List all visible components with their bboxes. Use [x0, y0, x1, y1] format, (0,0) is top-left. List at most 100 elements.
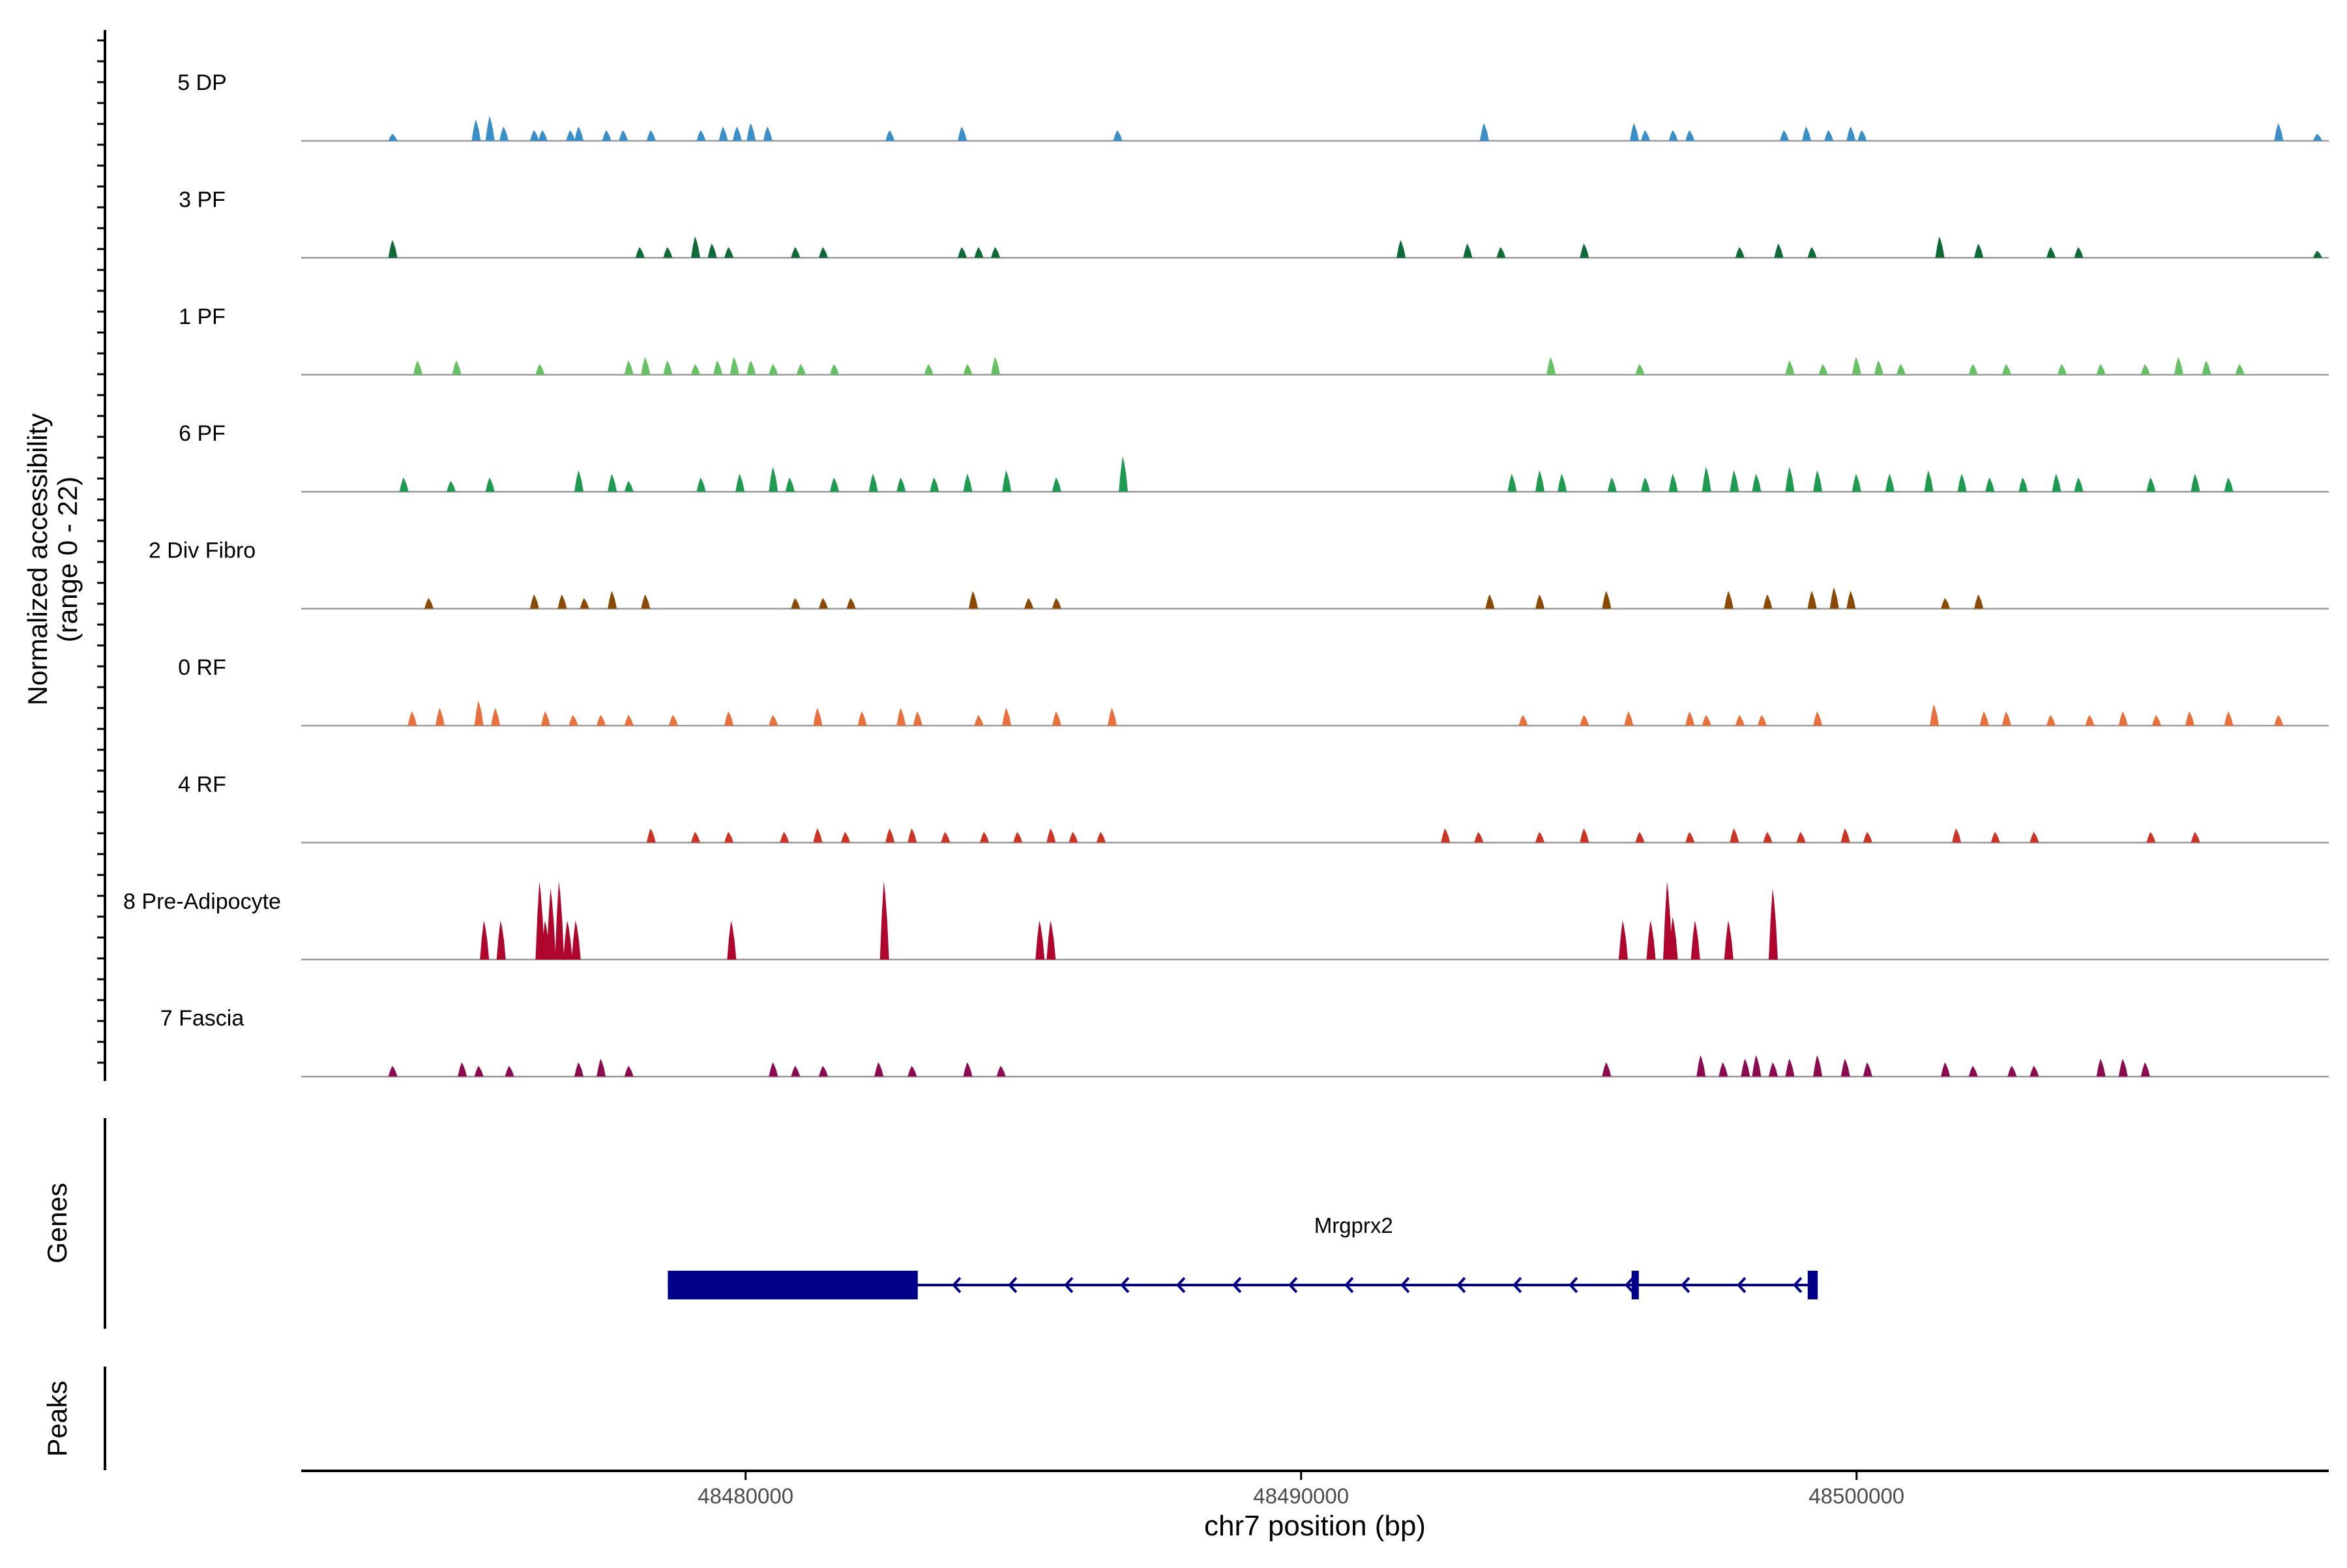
- coverage-peak: [1507, 473, 1517, 492]
- coverage-peak: [447, 481, 456, 492]
- coverage-peak: [1624, 711, 1634, 726]
- coverage-peak: [1724, 920, 1734, 960]
- coverage-peak: [641, 594, 651, 609]
- coverage-peak: [769, 715, 778, 726]
- coverage-peak: [571, 920, 581, 960]
- coverage-peak: [1730, 828, 1739, 843]
- coverage-peak: [991, 357, 1001, 375]
- coverage-peak: [2052, 473, 2061, 492]
- coverage-peak: [2174, 357, 2183, 375]
- coverage-peak: [1741, 1058, 1750, 1077]
- coverage-peak: [732, 126, 742, 141]
- coverage-peak: [2274, 715, 2284, 726]
- coverage-peak: [974, 715, 984, 726]
- coverage-peak: [1774, 243, 1784, 258]
- gene-strand-arrow: [1344, 1277, 1354, 1294]
- coverage-peak: [1863, 832, 1872, 843]
- coverage-peak: [663, 360, 673, 375]
- track-label: 8 Pre-Adipocyte: [123, 889, 281, 914]
- track-label: 4 RF: [178, 772, 226, 797]
- track-label: 5 DP: [177, 70, 227, 95]
- coverage-peak: [2140, 364, 2150, 375]
- gene-strand-arrow: [952, 1277, 962, 1294]
- gene-strand-arrow: [1625, 1277, 1634, 1294]
- coverage-peak: [690, 364, 700, 375]
- track-label: 7 Fascia: [160, 1006, 244, 1031]
- coverage-peak: [2224, 477, 2234, 492]
- coverage-peak: [791, 247, 801, 258]
- gene-strand-arrow: [1064, 1277, 1074, 1294]
- coverage-peak: [1629, 123, 1639, 141]
- coverage-peak: [1779, 130, 1789, 141]
- coverage-peak: [1702, 715, 1711, 726]
- coverage-peak: [1768, 888, 1778, 960]
- coverage-peak: [2001, 711, 2011, 726]
- x-axis-tick-label: 48490000: [1253, 1484, 1349, 1508]
- coverage-peak: [485, 115, 495, 141]
- coverage-peak: [829, 477, 839, 492]
- coverage-peak: [1052, 711, 1061, 726]
- coverage-peak: [1668, 473, 1678, 492]
- coverage-peak: [896, 477, 906, 492]
- track-0-rf: 0 RF: [178, 655, 2329, 727]
- coverage-peak: [471, 119, 481, 141]
- coverage-peak: [746, 360, 756, 375]
- coverage-peak: [974, 247, 984, 258]
- y-axis-ticks: [97, 39, 105, 1064]
- coverage-peak: [1580, 715, 1589, 726]
- coverage-peak: [941, 832, 951, 843]
- gene-name-label: Mrgprx2: [1314, 1213, 1393, 1237]
- y-axis-title-line2: (range 0 - 22): [52, 477, 83, 642]
- coverage-peak: [491, 707, 501, 726]
- coverage-peak: [2007, 1065, 2017, 1077]
- coverage-peak: [2140, 1062, 2150, 1077]
- coverage-peak: [690, 832, 700, 843]
- coverage-peak: [2235, 364, 2245, 375]
- coverage-peak: [602, 130, 612, 141]
- coverage-peak: [1807, 591, 1817, 609]
- coverage-peak: [2001, 364, 2011, 375]
- coverage-peak: [1840, 828, 1850, 843]
- coverage-peak: [1974, 594, 1984, 609]
- coverage-peak: [546, 888, 556, 960]
- coverage-peak: [435, 707, 445, 726]
- coverage-peak: [1119, 456, 1129, 492]
- gene-strand-arrow: [1232, 1277, 1242, 1294]
- coverage-peak: [2046, 715, 2056, 726]
- coverage-peak: [474, 700, 484, 726]
- coverage-peak: [1024, 598, 1034, 609]
- track-6-pf: 6 PF: [179, 421, 2329, 493]
- gene-exon: [668, 1271, 918, 1299]
- coverage-peak: [957, 126, 967, 141]
- coverage-peak: [1930, 704, 1940, 726]
- coverage-peak: [1763, 832, 1773, 843]
- gene-strand-arrow: [1288, 1277, 1298, 1294]
- coverage-peak: [1768, 1062, 1778, 1077]
- coverage-peak: [2030, 1065, 2039, 1077]
- coverage-peak: [1846, 591, 1856, 609]
- coverage-peak: [388, 240, 398, 258]
- coverage-peak: [813, 707, 823, 726]
- coverage-peak: [841, 832, 851, 843]
- gene-exon: [1807, 1271, 1818, 1299]
- coverage-tracks: 5 DP 3 PF 1 PF 6 PF 2 Div Fibro 0 RF 4 RF 8 Pre…: [123, 70, 2329, 1078]
- coverage-peak: [1535, 832, 1545, 843]
- coverage-peak: [2085, 715, 2095, 726]
- coverage-peak: [874, 1062, 884, 1077]
- coverage-peak: [2191, 473, 2200, 492]
- coverage-peak: [1968, 364, 1978, 375]
- coverage-peak: [1113, 130, 1123, 141]
- coverage-peak: [791, 598, 801, 609]
- coverage-peak: [496, 920, 506, 960]
- coverage-peak: [557, 594, 567, 609]
- coverage-peak: [2312, 134, 2322, 141]
- coverage-peak: [480, 920, 490, 960]
- coverage-peak: [818, 598, 828, 609]
- coverage-peak: [1035, 920, 1045, 960]
- coverage-peak: [1602, 591, 1612, 609]
- coverage-peak: [730, 357, 739, 375]
- coverage-peak: [568, 715, 578, 726]
- gene-strand-arrow: [1456, 1277, 1466, 1294]
- coverage-peak: [668, 715, 678, 726]
